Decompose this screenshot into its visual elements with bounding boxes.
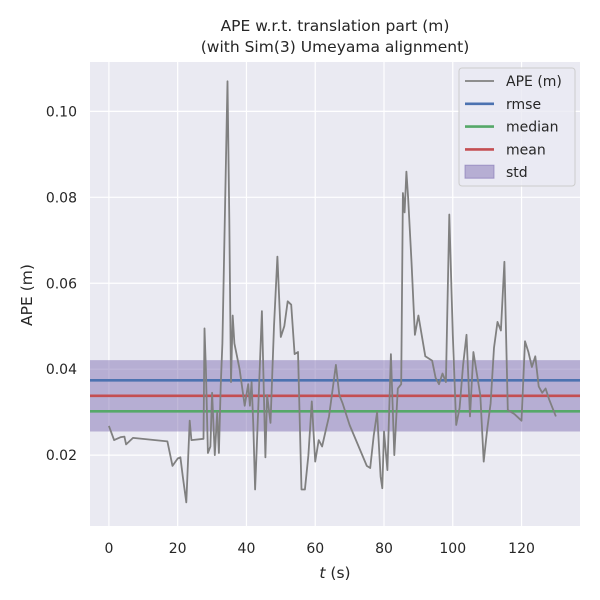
chart-title-line-1: APE w.r.t. translation part (m) <box>221 17 450 35</box>
chart-title-group: APE w.r.t. translation part (m) (with Si… <box>201 17 470 56</box>
x-tick-label: 60 <box>306 541 324 557</box>
legend-label-std_fill: std <box>506 165 528 181</box>
x-axis-label: t (s) <box>319 564 350 582</box>
x-tick-label: 40 <box>238 541 256 557</box>
y-tick-label: 0.08 <box>46 190 77 206</box>
legend-label-rmse: rmse <box>506 97 541 113</box>
legend-label-ape: APE (m) <box>506 74 562 90</box>
y-tick-label: 0.06 <box>46 276 77 292</box>
chart-title-line-2: (with Sim(3) Umeyama alignment) <box>201 38 470 56</box>
legend-frame <box>458 67 576 187</box>
legend-swatch-std <box>464 164 495 179</box>
x-axis-label-unit: (s) <box>325 564 350 582</box>
legend-label-median: median <box>506 120 558 136</box>
x-tick-label: 120 <box>508 541 535 557</box>
y-tick-label: 0.10 <box>46 104 77 120</box>
x-tick-label: 0 <box>104 541 113 557</box>
ape-series-line <box>108 80 557 504</box>
x-axis-label-variable: t <box>319 564 326 582</box>
y-tick-label: 0.04 <box>46 362 77 378</box>
x-tick-label: 100 <box>439 541 466 557</box>
legend: APE (m) rmse median mean std <box>458 67 576 187</box>
y-axis-label: APE (m) <box>18 264 36 326</box>
x-tick-label: 80 <box>375 541 393 557</box>
y-tick-label: 0.02 <box>46 448 77 464</box>
legend-label-mean: mean <box>506 142 546 158</box>
tick-labels: 0 20 40 60 80 100 120 0.02 0.04 0.06 0.08 0.10 <box>46 104 535 557</box>
data-layer <box>90 80 580 504</box>
x-tick-label: 20 <box>169 541 187 557</box>
